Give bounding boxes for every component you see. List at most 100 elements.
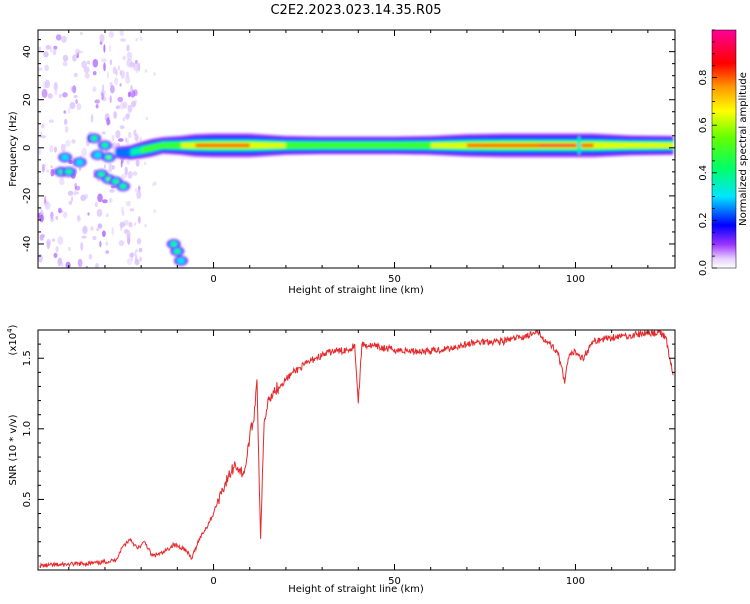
noise-speck [119, 125, 125, 130]
snr-x-axis-label: Height of straight line (km) [288, 584, 424, 595]
noise-speck [75, 48, 80, 56]
noise-speck [102, 230, 106, 237]
noise-speck [43, 51, 49, 58]
noise-speck [127, 104, 133, 113]
noise-speck [108, 198, 113, 203]
noise-speck [129, 208, 135, 212]
snr-y-scale-exponent: 4 [6, 328, 14, 333]
noise-speck [67, 190, 74, 196]
noise-speck [49, 145, 54, 153]
noise-speck [101, 131, 106, 135]
noise-speck [53, 45, 58, 50]
noise-speck [96, 208, 103, 217]
noise-speck [92, 235, 97, 241]
noise-speck [62, 54, 69, 62]
noise-speck [109, 188, 115, 193]
spectral-blob [577, 136, 582, 155]
noise-speck [75, 191, 80, 195]
noise-speck [95, 104, 99, 109]
noise-speck [124, 228, 128, 234]
noise-speck [76, 103, 82, 111]
noise-speck [126, 71, 129, 78]
noise-speck [145, 116, 148, 121]
noise-speck [57, 258, 62, 267]
noise-speck [129, 91, 131, 98]
figure-title: C2E2.2023.023.14.35.R05 [270, 3, 441, 18]
spectral-blob [107, 178, 110, 181]
noise-speck [77, 214, 80, 221]
noise-speck [139, 136, 142, 143]
noise-speck [105, 250, 110, 254]
noise-speck [114, 77, 119, 86]
noise-speck [57, 236, 64, 245]
noise-speck [87, 60, 90, 65]
noise-speck [109, 44, 111, 53]
noise-speck [65, 261, 71, 268]
colorbar-tick-label: 0.8 [698, 70, 709, 86]
x-tick-label: 50 [388, 274, 401, 285]
spectrogram-x-axis-label: Height of straight line (km) [288, 285, 424, 296]
noise-speck [119, 30, 124, 37]
spectral-blob [98, 172, 105, 177]
noise-speck [77, 258, 83, 268]
noise-speck [117, 65, 121, 71]
noise-speck [41, 123, 45, 129]
noise-speck [62, 61, 68, 67]
noise-speck [52, 48, 57, 56]
snr-y-scale-label: (x10 [8, 333, 19, 356]
noise-speck [101, 92, 104, 101]
noise-speck [60, 143, 66, 152]
noise-speck [81, 147, 88, 157]
noise-speck [133, 100, 137, 107]
noise-speck [92, 86, 97, 92]
noise-speck [119, 83, 122, 87]
noise-speck [134, 188, 138, 193]
noise-speck [122, 101, 128, 109]
spectral-blob [170, 242, 177, 246]
noise-speck [127, 171, 133, 179]
noise-speck [133, 129, 137, 136]
noise-speck [61, 261, 64, 267]
noise-speck [99, 33, 105, 43]
noise-speck [108, 163, 113, 173]
snr-x-axis: 0 50 100 [68, 330, 649, 587]
noise-speck [130, 64, 133, 69]
noise-speck [144, 161, 147, 166]
colorbar-ticks: 0.0 0.2 0.4 0.6 0.8 [698, 29, 717, 276]
noise-speck [44, 195, 47, 204]
noise-speck [105, 241, 109, 246]
noise-speck [63, 118, 68, 126]
y-tick-label: 0.5 [22, 491, 33, 507]
noise-speck [113, 111, 117, 119]
noise-speck [92, 71, 97, 76]
noise-speck [78, 166, 82, 172]
noise-speck [103, 164, 107, 169]
colorbar-tick-label: 0.2 [698, 212, 709, 228]
spectral-blob [93, 152, 102, 158]
noise-speck [102, 84, 105, 93]
noise-speck [119, 221, 126, 228]
noise-speck [74, 182, 78, 190]
noise-speck [129, 252, 135, 259]
noise-speck [126, 138, 130, 145]
noise-speck [103, 62, 106, 72]
noise-speck [139, 256, 142, 262]
noise-speck [138, 247, 143, 253]
noise-speck [111, 165, 115, 170]
noise-speck [99, 240, 102, 248]
x-tick-label: 0 [210, 274, 216, 285]
x-tick-label: 50 [388, 576, 401, 587]
y-tick-label: -20 [22, 188, 33, 204]
noise-speck [54, 146, 57, 153]
noise-speck [115, 105, 121, 110]
noise-speck [153, 72, 156, 77]
noise-speck [63, 110, 66, 114]
noise-speck [74, 189, 77, 196]
y-tick-label: 20 [22, 93, 33, 106]
noise-speck [152, 182, 155, 187]
noise-speck [53, 252, 58, 258]
noise-speck [41, 164, 46, 167]
noise-speck [144, 68, 148, 73]
noise-speck [79, 31, 83, 36]
snr-y-axis-label: SNR (10 * v/v) [8, 414, 19, 485]
